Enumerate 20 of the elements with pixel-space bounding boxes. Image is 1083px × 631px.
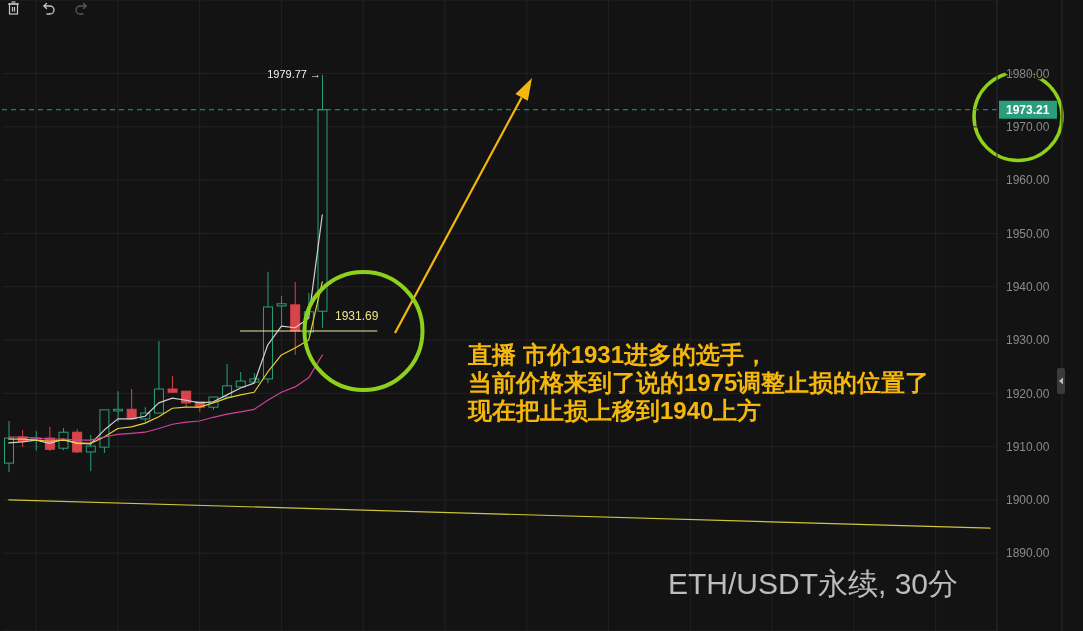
y-tick-label: 1900.00 <box>1006 493 1050 508</box>
annotation: 1931.69 <box>335 309 379 324</box>
candlestick <box>276 295 287 328</box>
y-tick-label: 1970.00 <box>1006 120 1050 135</box>
y-tick-label: 1950.00 <box>1006 226 1050 241</box>
y-tick-label: 1890.00 <box>1006 546 1050 561</box>
y-tick-label: 1940.00 <box>1006 279 1050 294</box>
candlestick <box>153 340 164 414</box>
annotation: 当前价格来到了说的1975调整止损的位置了 <box>468 368 930 396</box>
candlestick <box>113 390 124 423</box>
annotation: 1979.77 → <box>267 68 321 80</box>
annotation: 现在把止损上移到1940上方 <box>467 396 762 424</box>
ref-line-label: 1973.21 <box>1006 102 1050 117</box>
candlestick <box>85 434 96 472</box>
annotation: 直播 市价1931进多的选手， <box>467 340 769 368</box>
y-tick-label: 1960.00 <box>1006 173 1050 188</box>
y-tick-label: 1920.00 <box>1006 386 1050 401</box>
y-tick-label: 1930.00 <box>1006 333 1050 348</box>
y-tick-label: 1910.00 <box>1006 439 1050 454</box>
text: ETH/USDT永续, 30分 <box>668 566 959 600</box>
